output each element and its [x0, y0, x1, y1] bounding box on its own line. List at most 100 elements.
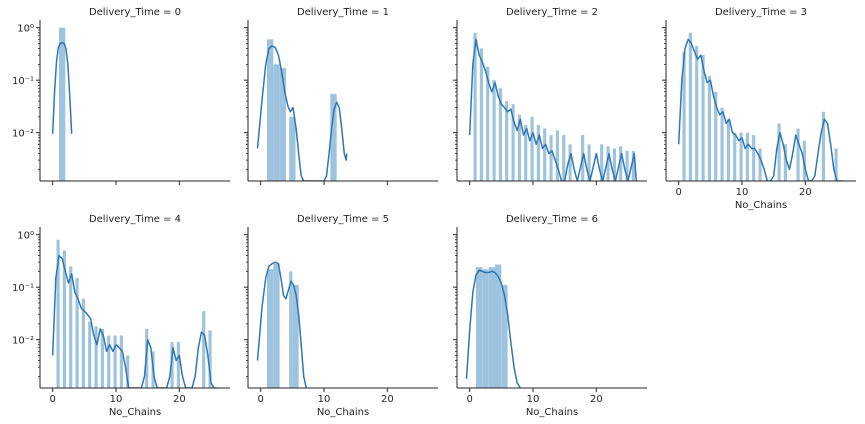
- histogram-bar: [587, 144, 591, 181]
- facet-panel-1: Delivery_Time = 1: [244, 7, 438, 185]
- histogram-bars: [473, 32, 635, 181]
- histogram-bar: [821, 111, 825, 181]
- histogram-bar: [682, 51, 686, 181]
- facet-title: Delivery_Time = 2: [506, 7, 598, 18]
- histogram-bar: [126, 355, 130, 388]
- histogram-bar: [600, 144, 604, 181]
- x-axis-label: No_Chains: [735, 200, 787, 211]
- histogram-bar: [56, 239, 60, 388]
- histogram-bar: [330, 93, 337, 181]
- y-tick-label: 10⁻²: [12, 336, 34, 347]
- histogram-bar: [81, 298, 85, 388]
- histogram-bar: [783, 144, 787, 181]
- y-tick-label: 10⁰: [17, 231, 34, 242]
- histogram-bar: [777, 123, 781, 181]
- facet-panel-0: Delivery_Time = 0 10⁰ 10⁻¹ 10⁻²: [12, 7, 230, 185]
- histogram-bar: [94, 326, 98, 388]
- histogram-bar: [720, 107, 724, 181]
- histogram-bar: [479, 48, 483, 181]
- x-tick-label: 0: [675, 187, 681, 198]
- histogram-bar: [473, 32, 477, 181]
- histogram-bar: [726, 119, 730, 181]
- facet-panel-4: Delivery_Time = 4 0 10 20 No_Chains 10⁰ 10⁻¹ 10…: [12, 214, 230, 418]
- histogram-bar: [517, 114, 521, 181]
- histogram-bars: [267, 39, 337, 181]
- histogram-bar: [88, 321, 92, 388]
- histogram-bar: [612, 148, 616, 181]
- histogram-bar: [530, 116, 534, 181]
- histogram-bar: [476, 267, 483, 388]
- histogram-bar: [273, 263, 280, 388]
- facet-title: Delivery_Time = 4: [89, 214, 181, 225]
- histogram-bar: [273, 64, 280, 181]
- histogram-bar: [176, 342, 180, 388]
- histogram-bars: [476, 264, 508, 388]
- histogram-bar: [492, 80, 496, 181]
- kde-line: [256, 261, 308, 388]
- histogram-bar: [289, 271, 293, 388]
- histogram-bar: [505, 101, 509, 181]
- histogram-bar: [688, 32, 692, 181]
- x-axis-label: No_Chains: [109, 407, 161, 418]
- histogram-bar: [498, 88, 502, 181]
- x-tick-label: 20: [173, 394, 186, 405]
- histogram-bar: [562, 135, 566, 181]
- x-tick-label: 0: [49, 394, 55, 405]
- histogram-bar: [631, 150, 635, 181]
- facet-title: Delivery_Time = 6: [506, 214, 598, 225]
- kde-line: [51, 41, 73, 134]
- x-tick-label: 10: [527, 394, 540, 405]
- histogram-bar: [745, 132, 749, 181]
- kde-line: [465, 269, 521, 388]
- histogram-bar: [536, 124, 540, 181]
- histogram-bar: [625, 150, 629, 181]
- x-tick-label: 20: [590, 394, 603, 405]
- x-axis-label: No_Chains: [317, 407, 369, 418]
- x-tick-label: 20: [381, 394, 394, 405]
- histogram-bar: [486, 66, 490, 181]
- histogram-bar: [606, 146, 610, 181]
- x-tick-label: 10: [736, 187, 749, 198]
- facet-title: Delivery_Time = 3: [715, 7, 807, 18]
- x-tick-label: 10: [110, 394, 123, 405]
- histogram-bar: [524, 124, 528, 181]
- histogram-bar: [62, 250, 66, 388]
- histogram-bar: [113, 335, 117, 388]
- histogram-bar: [758, 148, 762, 181]
- histogram-bar: [75, 277, 79, 388]
- y-tick-label: 10⁻¹: [12, 76, 34, 87]
- histogram-bar: [107, 335, 111, 388]
- y-tick-label: 10⁰: [17, 24, 34, 35]
- kde-line: [256, 45, 348, 181]
- facet-panel-5: Delivery_Time = 5 0 10 20 No_Chains: [244, 214, 438, 418]
- histogram-bar: [796, 128, 800, 181]
- histogram-bar: [208, 330, 212, 388]
- x-axis-label: No_Chains: [526, 407, 578, 418]
- kde-line: [468, 38, 637, 181]
- histogram-bar: [488, 267, 495, 388]
- kde-line: [51, 254, 218, 388]
- histogram-bar: [170, 342, 174, 388]
- facet-title: Delivery_Time = 5: [297, 214, 389, 225]
- histogram-bar: [549, 135, 553, 181]
- y-tick-label: 10⁻²: [12, 129, 34, 140]
- histogram-bar: [289, 116, 296, 181]
- histogram-bars: [56, 239, 212, 388]
- histogram-bar: [100, 328, 104, 388]
- histogram-bar: [482, 269, 489, 388]
- facet-panel-2: Delivery_Time = 2: [453, 7, 647, 185]
- histogram-bar: [292, 284, 299, 388]
- x-tick-label: 0: [257, 394, 263, 405]
- x-tick-label: 10: [318, 394, 331, 405]
- x-tick-label: 20: [799, 187, 812, 198]
- kde-line: [677, 38, 844, 181]
- histogram-bar: [119, 335, 123, 388]
- facet-panel-3: Delivery_Time = 3 0 10 20 No_Chains: [662, 7, 856, 211]
- histogram-bar: [568, 144, 572, 181]
- histogram-bar: [707, 76, 711, 181]
- histogram-bar: [59, 27, 66, 181]
- histogram-bar: [695, 45, 699, 181]
- histogram-bar: [752, 135, 756, 181]
- y-tick-label: 10⁻¹: [12, 283, 34, 294]
- facet-panel-6: Delivery_Time = 6 0 10 20 No_Chains: [453, 214, 647, 418]
